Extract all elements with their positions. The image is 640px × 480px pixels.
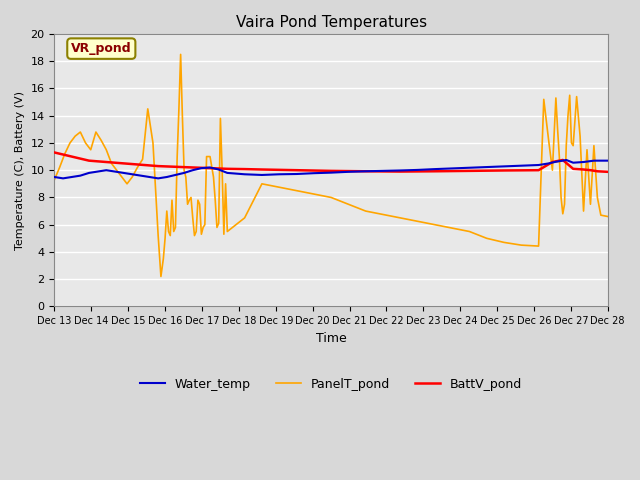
X-axis label: Time: Time: [316, 332, 346, 345]
Y-axis label: Temperature (C), Battery (V): Temperature (C), Battery (V): [15, 91, 25, 250]
Text: VR_pond: VR_pond: [71, 42, 132, 55]
Title: Vaira Pond Temperatures: Vaira Pond Temperatures: [236, 15, 427, 30]
Legend: Water_temp, PanelT_pond, BattV_pond: Water_temp, PanelT_pond, BattV_pond: [135, 372, 527, 396]
